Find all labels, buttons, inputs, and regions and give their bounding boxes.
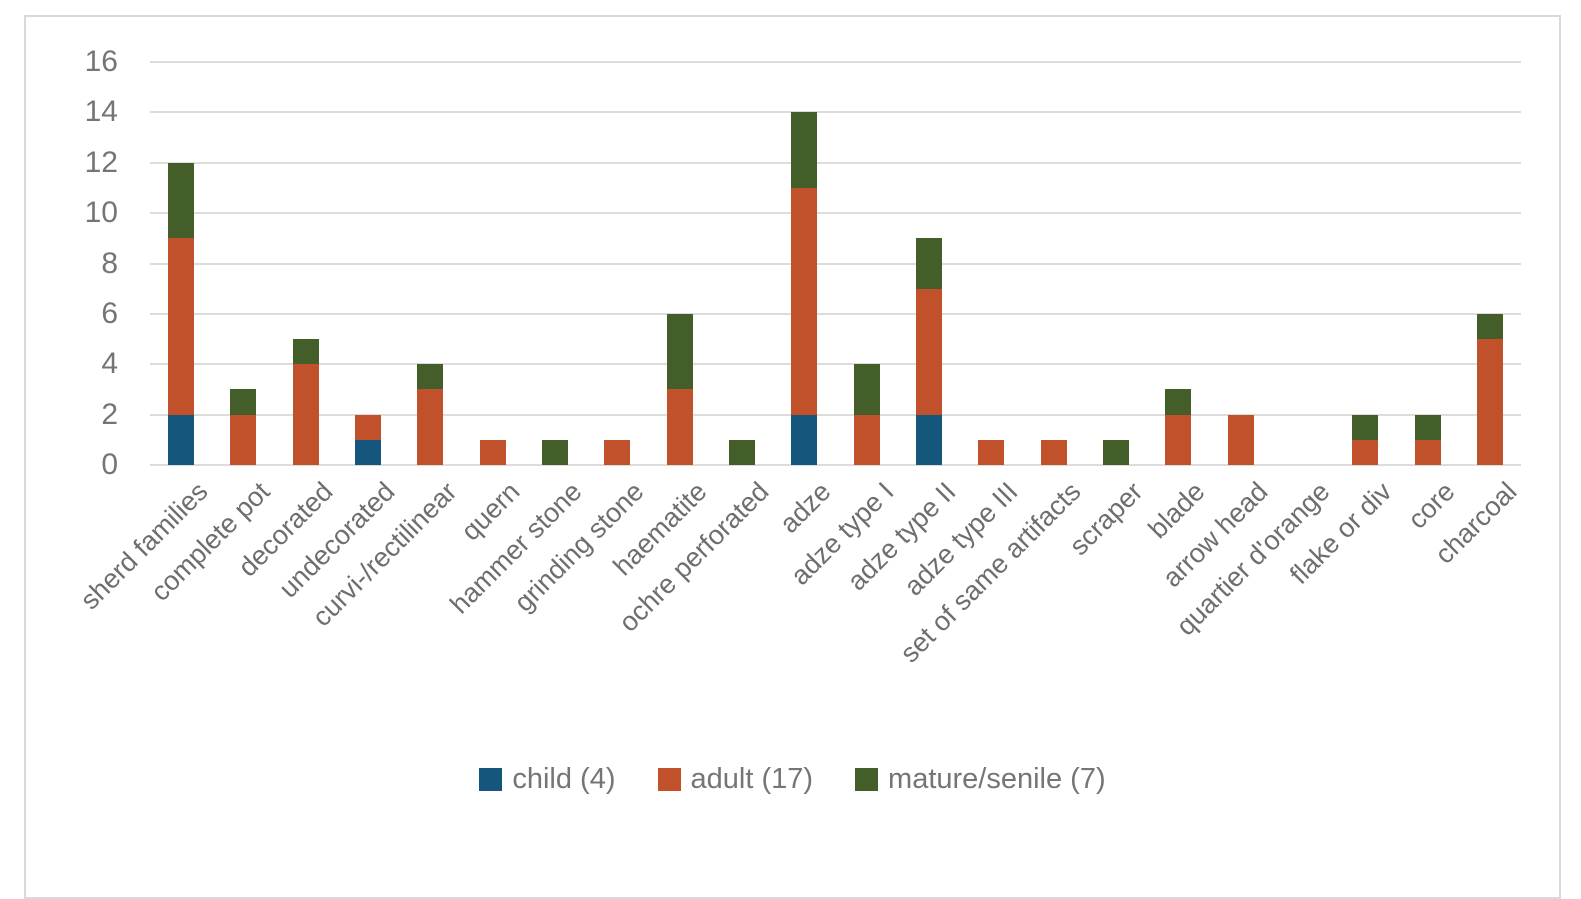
bar-segment: [915, 414, 942, 465]
bar-segment: [355, 439, 382, 465]
bar-segment: [292, 339, 319, 365]
bar-segment: [791, 112, 818, 188]
legend-item: adult (17): [657, 763, 814, 795]
gridline-y-0: [150, 464, 1521, 466]
legend-label: mature/senile (7): [888, 763, 1106, 795]
y-tick-label: 12: [84, 145, 118, 179]
y-tick-label: 8: [101, 246, 118, 280]
gridline-y-4: [150, 363, 1521, 366]
bar-segment: [1040, 439, 1067, 465]
legend-label: adult (17): [690, 763, 814, 795]
bar-segment: [168, 162, 195, 239]
y-tick-label: 0: [101, 448, 118, 481]
bar-segment: [1414, 414, 1441, 440]
bar-segment: [1414, 439, 1441, 465]
bar-segment: [1352, 439, 1379, 465]
legend-item: mature/senile (7): [855, 765, 1106, 794]
bar-segment: [417, 389, 444, 465]
bar-segment: [1165, 389, 1192, 415]
bar-segment: [542, 439, 569, 465]
legend-item: child (4): [479, 763, 616, 795]
y-tick-label: 6: [101, 296, 118, 330]
gridline-y-14: [150, 111, 1521, 114]
bar-segment: [355, 414, 382, 440]
bar-segment: [915, 288, 942, 415]
gridline-y-8: [150, 262, 1521, 265]
bar-segment: [230, 414, 257, 465]
gridline-y-12: [150, 161, 1521, 164]
bar-segment: [230, 389, 257, 415]
bar-segment: [1165, 414, 1192, 465]
bar-segment: [1352, 414, 1379, 440]
chart-frame: 0 2 4 6 8 10 12 14 16 sherd families complete pot…: [24, 15, 1561, 899]
legend-swatch-icon: [657, 768, 681, 791]
bar-segment: [168, 414, 195, 465]
bar-segment: [853, 414, 880, 465]
y-tick-label: 4: [101, 347, 118, 381]
legend-swatch-icon: [855, 768, 879, 791]
bar-segment: [666, 313, 693, 390]
bar-segment: [978, 439, 1005, 465]
bar-segment: [853, 364, 880, 415]
bar-segment: [479, 439, 506, 465]
legend-swatch-icon: [479, 768, 503, 791]
y-tick-label: 14: [84, 95, 118, 129]
bar-segment: [168, 238, 195, 415]
gridline-y-16: [150, 61, 1521, 63]
chart-legend: child (4) adult (17) mature/senile (7): [26, 765, 1559, 794]
gridline-y-6: [150, 312, 1521, 315]
bar-segment: [791, 187, 818, 415]
legend-label: child (4): [512, 763, 616, 795]
bar-segment: [729, 439, 756, 465]
bar-segment: [915, 238, 942, 289]
bar-segment: [666, 389, 693, 465]
bar-segment: [1476, 339, 1503, 465]
bar-segment: [1102, 439, 1129, 465]
bar-segment: [417, 364, 444, 390]
bar-segment: [791, 414, 818, 465]
y-tick-label: 2: [101, 397, 118, 431]
bar-segment: [1476, 313, 1503, 340]
gridline-y-10: [150, 212, 1521, 215]
bar-segment: [292, 364, 319, 465]
plot-area: [150, 61, 1521, 466]
bar-segment: [1227, 414, 1254, 465]
gridline-y-2: [150, 413, 1521, 416]
y-tick-label: 16: [84, 45, 118, 78]
y-tick-label: 10: [84, 196, 118, 230]
bar-segment: [604, 439, 631, 465]
